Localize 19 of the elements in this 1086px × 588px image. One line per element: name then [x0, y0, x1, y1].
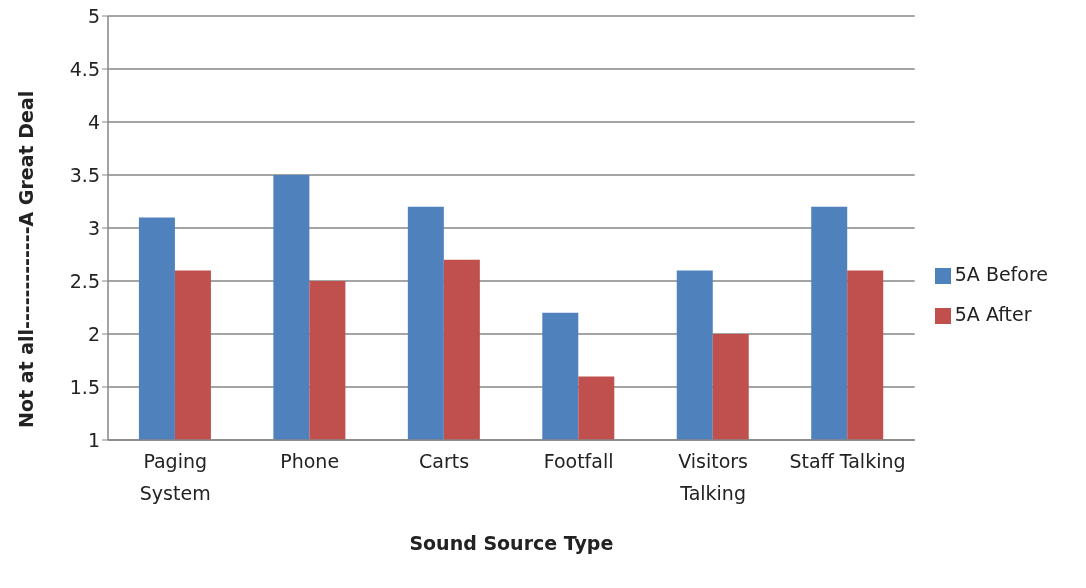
x-tick-label: Carts: [419, 450, 470, 472]
x-tick-label: Paging System: [139, 450, 211, 504]
legend-label: 5A Before: [954, 263, 1048, 285]
y-tick-label: 4: [87, 110, 100, 133]
y-tick-label: 1.5: [69, 375, 100, 398]
y-tick-label: 1: [87, 428, 100, 451]
x-axis-title: Sound Source Type: [409, 532, 614, 554]
y-tick-label: 3.5: [69, 163, 100, 186]
y-tick-label: 3: [87, 216, 100, 239]
x-tick-label: Phone: [280, 450, 340, 472]
legend-label: 5A After: [954, 303, 1032, 325]
y-tick-label: 2: [87, 322, 100, 345]
x-tick-label: Footfall: [543, 450, 614, 472]
y-tick-label: 4.5: [69, 57, 100, 80]
y-tick-label: 2.5: [69, 269, 100, 292]
x-tick-label: Staff Talking: [789, 450, 906, 472]
x-tick-label: Visitors Talking: [678, 450, 748, 504]
y-axis-title: Not at all-------------A Great Deal: [14, 90, 37, 428]
y-tick-label: 5: [87, 4, 100, 27]
